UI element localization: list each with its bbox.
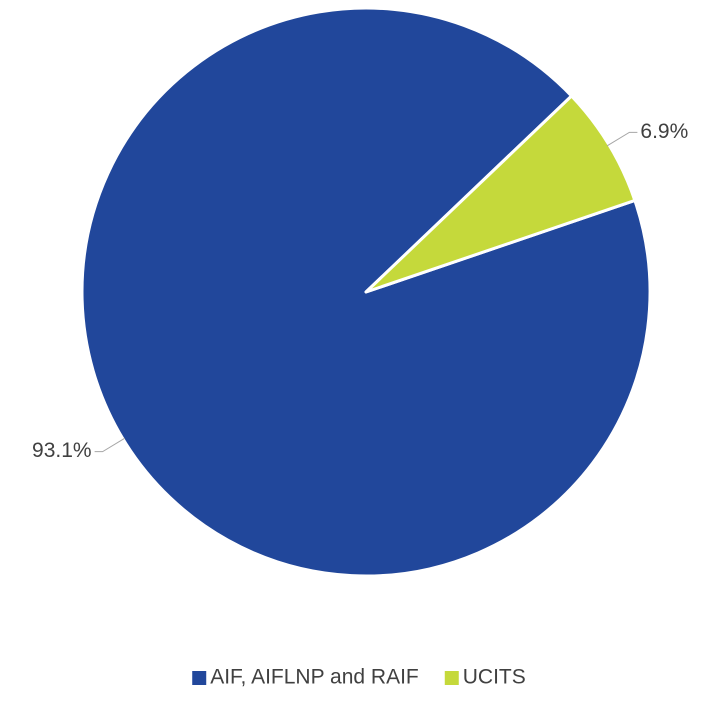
legend-swatch — [192, 671, 207, 685]
legend-swatch — [444, 671, 459, 685]
leader-line — [94, 437, 126, 453]
leader-line — [606, 131, 638, 147]
data-label: 93.1% — [32, 439, 92, 462]
legend-label: UCITS — [463, 666, 526, 689]
legend-label: AIF, AIFLNP and RAIF — [210, 666, 419, 689]
data-label: 6.9% — [640, 120, 688, 143]
